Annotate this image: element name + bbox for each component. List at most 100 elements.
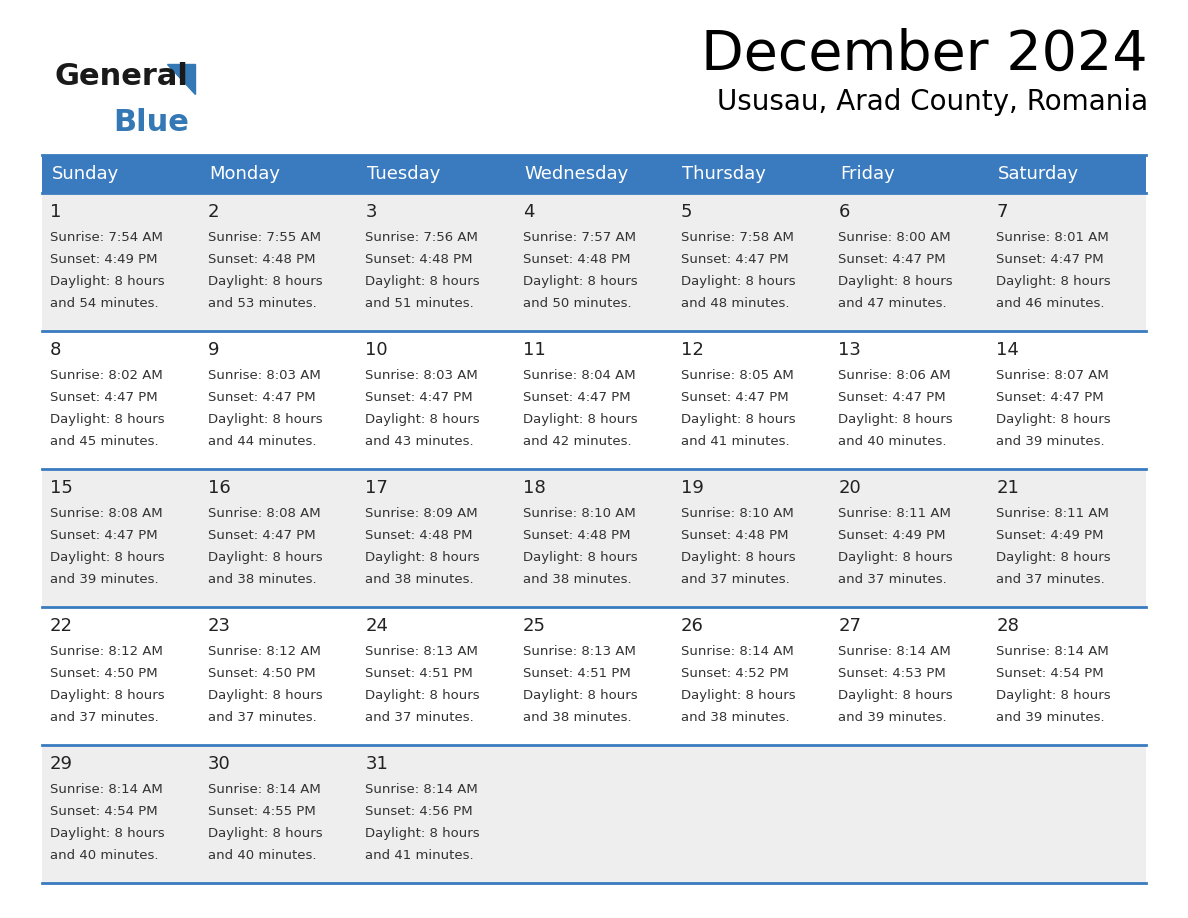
Text: Sunrise: 8:12 AM: Sunrise: 8:12 AM bbox=[50, 645, 163, 658]
Text: 15: 15 bbox=[50, 479, 72, 497]
Text: Daylight: 8 hours: Daylight: 8 hours bbox=[839, 413, 953, 426]
Text: Tuesday: Tuesday bbox=[367, 165, 441, 183]
Text: and 38 minutes.: and 38 minutes. bbox=[523, 573, 632, 586]
Text: 10: 10 bbox=[366, 341, 388, 359]
Text: and 42 minutes.: and 42 minutes. bbox=[523, 435, 632, 448]
Text: 28: 28 bbox=[997, 617, 1019, 635]
Text: 13: 13 bbox=[839, 341, 861, 359]
Text: Sunrise: 8:13 AM: Sunrise: 8:13 AM bbox=[523, 645, 636, 658]
Text: Sunset: 4:47 PM: Sunset: 4:47 PM bbox=[208, 391, 315, 404]
Bar bbox=[358, 155, 516, 193]
Text: Daylight: 8 hours: Daylight: 8 hours bbox=[208, 827, 322, 840]
Text: Daylight: 8 hours: Daylight: 8 hours bbox=[839, 551, 953, 564]
Text: and 39 minutes.: and 39 minutes. bbox=[839, 711, 947, 724]
Bar bbox=[672, 155, 830, 193]
Text: Sunrise: 8:08 AM: Sunrise: 8:08 AM bbox=[208, 507, 321, 520]
Text: and 47 minutes.: and 47 minutes. bbox=[839, 297, 947, 310]
Text: and 40 minutes.: and 40 minutes. bbox=[208, 849, 316, 862]
Text: Sunset: 4:48 PM: Sunset: 4:48 PM bbox=[523, 529, 631, 542]
Text: Sunrise: 8:14 AM: Sunrise: 8:14 AM bbox=[50, 783, 163, 796]
Text: Sunrise: 8:14 AM: Sunrise: 8:14 AM bbox=[208, 783, 321, 796]
Text: 20: 20 bbox=[839, 479, 861, 497]
Text: Sunrise: 8:03 AM: Sunrise: 8:03 AM bbox=[366, 369, 478, 382]
Text: Daylight: 8 hours: Daylight: 8 hours bbox=[208, 551, 322, 564]
Text: 7: 7 bbox=[997, 203, 1007, 221]
Text: Sunrise: 8:12 AM: Sunrise: 8:12 AM bbox=[208, 645, 321, 658]
Text: and 45 minutes.: and 45 minutes. bbox=[50, 435, 158, 448]
Text: Sunday: Sunday bbox=[51, 165, 119, 183]
Text: Sunset: 4:48 PM: Sunset: 4:48 PM bbox=[523, 253, 631, 266]
Text: December 2024: December 2024 bbox=[701, 28, 1148, 82]
Text: Sunrise: 8:06 AM: Sunrise: 8:06 AM bbox=[839, 369, 952, 382]
Text: Sunrise: 7:56 AM: Sunrise: 7:56 AM bbox=[366, 231, 479, 244]
Text: Daylight: 8 hours: Daylight: 8 hours bbox=[681, 689, 796, 702]
Text: Daylight: 8 hours: Daylight: 8 hours bbox=[997, 275, 1111, 288]
Text: Sunset: 4:48 PM: Sunset: 4:48 PM bbox=[366, 529, 473, 542]
Bar bbox=[200, 155, 358, 193]
Text: and 44 minutes.: and 44 minutes. bbox=[208, 435, 316, 448]
Text: Sunrise: 8:10 AM: Sunrise: 8:10 AM bbox=[681, 507, 794, 520]
Text: Sunrise: 8:11 AM: Sunrise: 8:11 AM bbox=[839, 507, 952, 520]
Text: General: General bbox=[55, 62, 189, 91]
Text: Daylight: 8 hours: Daylight: 8 hours bbox=[997, 413, 1111, 426]
Text: 21: 21 bbox=[997, 479, 1019, 497]
Text: Sunset: 4:51 PM: Sunset: 4:51 PM bbox=[366, 667, 473, 680]
Text: Sunrise: 8:01 AM: Sunrise: 8:01 AM bbox=[997, 231, 1108, 244]
Text: 6: 6 bbox=[839, 203, 849, 221]
Text: 16: 16 bbox=[208, 479, 230, 497]
Text: Wednesday: Wednesday bbox=[525, 165, 628, 183]
Text: 17: 17 bbox=[366, 479, 388, 497]
Text: Sunrise: 8:14 AM: Sunrise: 8:14 AM bbox=[997, 645, 1108, 658]
Text: and 37 minutes.: and 37 minutes. bbox=[208, 711, 316, 724]
Text: and 39 minutes.: and 39 minutes. bbox=[50, 573, 158, 586]
Text: Sunset: 4:47 PM: Sunset: 4:47 PM bbox=[366, 391, 473, 404]
Text: Monday: Monday bbox=[209, 165, 280, 183]
Bar bbox=[42, 331, 1146, 469]
Text: 3: 3 bbox=[366, 203, 377, 221]
Text: Sunset: 4:54 PM: Sunset: 4:54 PM bbox=[997, 667, 1104, 680]
Text: Sunrise: 7:58 AM: Sunrise: 7:58 AM bbox=[681, 231, 794, 244]
Text: and 38 minutes.: and 38 minutes. bbox=[366, 573, 474, 586]
Text: Ususau, Arad County, Romania: Ususau, Arad County, Romania bbox=[716, 88, 1148, 116]
Text: Sunrise: 8:05 AM: Sunrise: 8:05 AM bbox=[681, 369, 794, 382]
Text: Friday: Friday bbox=[840, 165, 895, 183]
Bar bbox=[42, 745, 1146, 883]
Text: Daylight: 8 hours: Daylight: 8 hours bbox=[50, 275, 164, 288]
Text: Sunset: 4:47 PM: Sunset: 4:47 PM bbox=[208, 529, 315, 542]
Text: 8: 8 bbox=[50, 341, 62, 359]
Text: Sunrise: 8:02 AM: Sunrise: 8:02 AM bbox=[50, 369, 163, 382]
Text: Sunset: 4:47 PM: Sunset: 4:47 PM bbox=[50, 391, 158, 404]
Text: and 53 minutes.: and 53 minutes. bbox=[208, 297, 316, 310]
Text: Sunset: 4:47 PM: Sunset: 4:47 PM bbox=[997, 253, 1104, 266]
Bar bbox=[988, 155, 1146, 193]
Text: Sunset: 4:47 PM: Sunset: 4:47 PM bbox=[839, 391, 946, 404]
Text: Daylight: 8 hours: Daylight: 8 hours bbox=[366, 413, 480, 426]
Text: and 40 minutes.: and 40 minutes. bbox=[50, 849, 158, 862]
Text: Sunset: 4:53 PM: Sunset: 4:53 PM bbox=[839, 667, 946, 680]
Text: Sunset: 4:51 PM: Sunset: 4:51 PM bbox=[523, 667, 631, 680]
Text: 4: 4 bbox=[523, 203, 535, 221]
Bar bbox=[830, 155, 988, 193]
Text: 25: 25 bbox=[523, 617, 546, 635]
Text: Saturday: Saturday bbox=[998, 165, 1079, 183]
Text: Daylight: 8 hours: Daylight: 8 hours bbox=[366, 827, 480, 840]
Text: Sunrise: 8:14 AM: Sunrise: 8:14 AM bbox=[839, 645, 952, 658]
Text: and 37 minutes.: and 37 minutes. bbox=[681, 573, 790, 586]
Bar bbox=[42, 469, 1146, 607]
Text: Daylight: 8 hours: Daylight: 8 hours bbox=[366, 275, 480, 288]
Text: and 39 minutes.: and 39 minutes. bbox=[997, 435, 1105, 448]
Text: 11: 11 bbox=[523, 341, 545, 359]
Text: Sunset: 4:50 PM: Sunset: 4:50 PM bbox=[208, 667, 315, 680]
Text: Sunrise: 8:03 AM: Sunrise: 8:03 AM bbox=[208, 369, 321, 382]
Text: Daylight: 8 hours: Daylight: 8 hours bbox=[208, 275, 322, 288]
Text: Sunset: 4:48 PM: Sunset: 4:48 PM bbox=[366, 253, 473, 266]
Text: Sunrise: 8:13 AM: Sunrise: 8:13 AM bbox=[366, 645, 479, 658]
Text: Sunrise: 7:54 AM: Sunrise: 7:54 AM bbox=[50, 231, 163, 244]
Text: Daylight: 8 hours: Daylight: 8 hours bbox=[523, 275, 638, 288]
Text: Sunrise: 8:04 AM: Sunrise: 8:04 AM bbox=[523, 369, 636, 382]
Text: Sunrise: 8:08 AM: Sunrise: 8:08 AM bbox=[50, 507, 163, 520]
Text: 19: 19 bbox=[681, 479, 703, 497]
Text: Sunset: 4:47 PM: Sunset: 4:47 PM bbox=[681, 391, 789, 404]
Text: 23: 23 bbox=[208, 617, 230, 635]
Text: 31: 31 bbox=[366, 755, 388, 773]
